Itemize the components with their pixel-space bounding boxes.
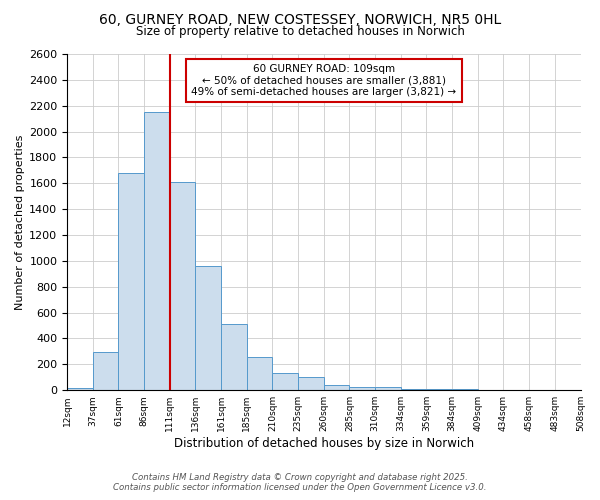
Bar [401, 389, 427, 390]
Text: 60 GURNEY ROAD: 109sqm
← 50% of detached houses are smaller (3,881)
49% of semi-: 60 GURNEY ROAD: 109sqm ← 50% of detached… [191, 64, 457, 98]
Bar [118, 173, 144, 390]
Bar [67, 388, 93, 390]
Bar [298, 378, 324, 390]
Bar [452, 389, 478, 390]
Bar [170, 182, 196, 390]
Bar [196, 266, 221, 390]
Text: 60, GURNEY ROAD, NEW COSTESSEY, NORWICH, NR5 0HL: 60, GURNEY ROAD, NEW COSTESSEY, NORWICH,… [99, 12, 501, 26]
Bar [427, 389, 452, 390]
Bar [247, 357, 272, 390]
Bar [324, 385, 349, 390]
Bar [144, 112, 170, 390]
Bar [272, 374, 298, 390]
Bar [375, 387, 401, 390]
X-axis label: Distribution of detached houses by size in Norwich: Distribution of detached houses by size … [174, 437, 474, 450]
Bar [349, 387, 375, 390]
Y-axis label: Number of detached properties: Number of detached properties [15, 134, 25, 310]
Bar [221, 324, 247, 390]
Text: Size of property relative to detached houses in Norwich: Size of property relative to detached ho… [136, 25, 464, 38]
Bar [93, 352, 118, 390]
Text: Contains HM Land Registry data © Crown copyright and database right 2025.
Contai: Contains HM Land Registry data © Crown c… [113, 473, 487, 492]
